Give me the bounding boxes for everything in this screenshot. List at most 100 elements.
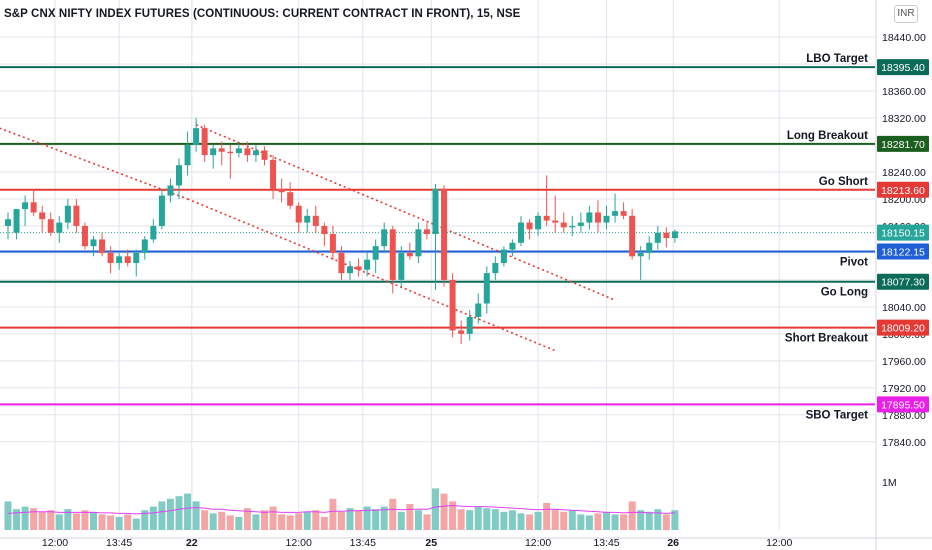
candle (73, 198, 80, 233)
candle-body (458, 330, 465, 334)
candle-body (5, 219, 11, 226)
volume-bar (526, 514, 534, 530)
level-label: Short Breakout (785, 333, 868, 345)
volume-ma-line (7, 505, 675, 515)
volume-bar (534, 511, 542, 530)
volume-bar (115, 517, 123, 530)
y-tick-label: 18040.00 (882, 302, 926, 314)
candle (466, 310, 473, 341)
candle (244, 141, 251, 162)
candle-body (278, 188, 285, 193)
candle (218, 141, 225, 166)
candle (612, 193, 619, 223)
candle (381, 222, 388, 253)
level-label: LBO Target (806, 53, 868, 65)
candle-body (99, 239, 106, 253)
y-tick-label: 17840.00 (882, 437, 926, 449)
candle (133, 249, 140, 277)
candle (535, 212, 542, 237)
volume-bar (166, 498, 174, 530)
candle (227, 145, 234, 179)
volume-bar (406, 504, 414, 530)
level-price-tag-text: 18395.40 (881, 62, 925, 74)
candle (663, 227, 670, 248)
candle (483, 266, 490, 314)
candle-body (637, 252, 644, 257)
x-tick-label: 12:00 (42, 537, 68, 549)
candle-body (64, 205, 71, 223)
x-tick-label: 13:45 (350, 537, 376, 549)
volume-bar (107, 515, 115, 530)
trendline (0, 127, 188, 200)
candle-body (329, 234, 336, 253)
y-tick-label: 17920.00 (882, 383, 926, 395)
volume-bar (671, 510, 679, 530)
candle-body (364, 259, 371, 270)
volume-bar (209, 513, 217, 530)
volume-bar (218, 511, 226, 530)
level-price-tag (877, 319, 929, 336)
candle (406, 242, 413, 260)
volume-bar (312, 510, 320, 530)
volume-bar (303, 511, 311, 530)
candle-body (492, 263, 499, 274)
candle-body (270, 159, 277, 189)
volume-bar (620, 514, 628, 530)
candle-body (158, 195, 165, 226)
volume-bar (363, 506, 371, 530)
candle-body (483, 273, 490, 304)
volume-bar (457, 509, 465, 530)
volume-bar (201, 510, 209, 530)
candle (167, 178, 174, 203)
volume-bar (47, 510, 55, 530)
candle-body (30, 202, 37, 213)
candle (30, 188, 37, 216)
volume-bar (64, 509, 72, 530)
volume-bar (500, 511, 508, 530)
candle-body (629, 215, 636, 257)
level-price-tag (877, 243, 929, 260)
candle-body (81, 225, 88, 247)
volume-bar (90, 511, 97, 530)
candle-body (304, 215, 311, 223)
candle (415, 222, 422, 264)
candle-body (73, 205, 80, 226)
candle (603, 205, 610, 230)
currency-button[interactable]: INR (894, 5, 918, 23)
candle (629, 209, 636, 260)
candle-body (347, 266, 353, 274)
volume-bar (432, 488, 439, 530)
candle-body (423, 229, 430, 235)
volume-bar (397, 511, 405, 530)
candle (184, 131, 191, 176)
candle (176, 158, 182, 199)
candle-body (449, 279, 456, 331)
candle-body (176, 165, 182, 186)
level-price-tag-text: 18122.15 (881, 246, 925, 258)
candle (150, 219, 157, 243)
candle (295, 202, 302, 233)
candle-body (381, 229, 388, 247)
candle (47, 212, 54, 237)
volume-bar (637, 510, 645, 530)
candle-body (218, 148, 225, 152)
candle (81, 222, 88, 250)
y-tick-label: 18440.00 (882, 32, 926, 44)
candle-body (22, 202, 29, 210)
candle (543, 175, 550, 226)
candle-body (295, 205, 302, 223)
candle-body (312, 215, 319, 226)
level-price-tag-text: 18213.60 (881, 185, 925, 197)
x-tick-label: 25 (425, 537, 437, 549)
candle (193, 118, 200, 152)
volume-bar (645, 511, 653, 530)
candle-body (543, 215, 550, 221)
candle (312, 205, 319, 233)
candle-body (398, 252, 405, 280)
candle (56, 215, 63, 243)
candle (449, 273, 456, 338)
candle-body (39, 212, 46, 220)
